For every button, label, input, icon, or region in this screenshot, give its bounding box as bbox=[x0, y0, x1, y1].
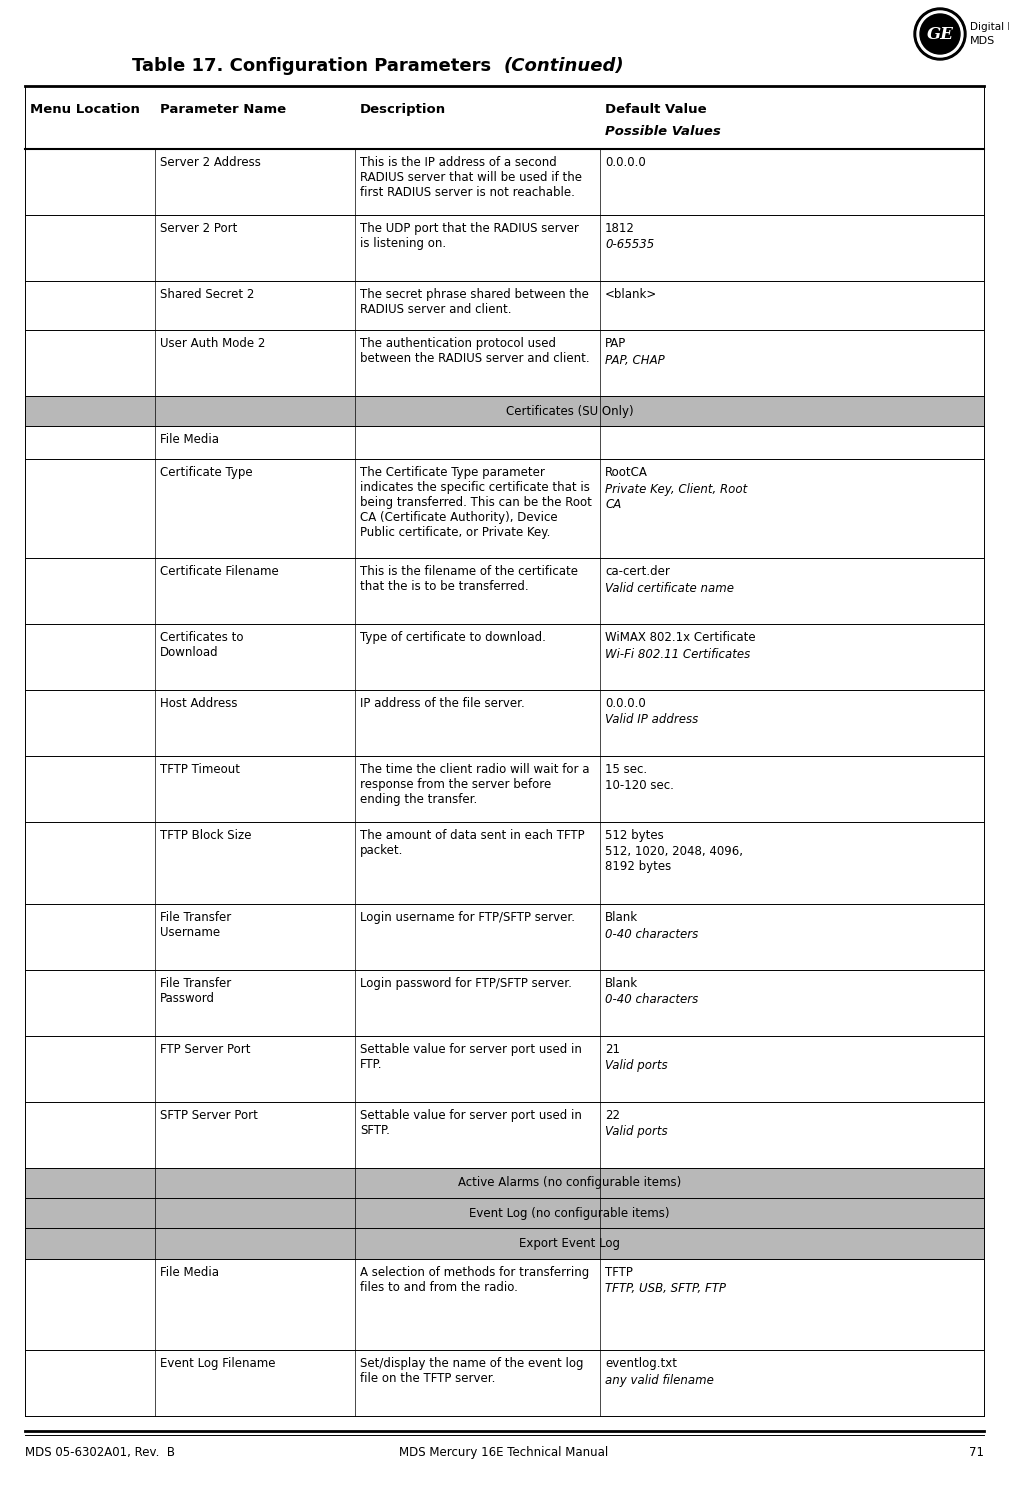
Text: ca-cert.der: ca-cert.der bbox=[605, 565, 670, 579]
Circle shape bbox=[917, 10, 963, 57]
Text: Default Value: Default Value bbox=[605, 103, 706, 117]
Text: The secret phrase shared between the
RADIUS server and client.: The secret phrase shared between the RAD… bbox=[360, 287, 589, 316]
Text: TFTP: TFTP bbox=[605, 1266, 633, 1279]
Text: 71: 71 bbox=[969, 1447, 984, 1459]
Text: 0.0.0.0: 0.0.0.0 bbox=[605, 697, 646, 711]
Text: Valid IP address: Valid IP address bbox=[605, 714, 698, 727]
Text: Shared Secret 2: Shared Secret 2 bbox=[160, 287, 254, 301]
Text: MDS: MDS bbox=[970, 36, 995, 46]
Text: IP address of the file server.: IP address of the file server. bbox=[360, 697, 525, 711]
Circle shape bbox=[920, 13, 960, 54]
Text: This is the IP address of a second
RADIUS server that will be used if the
first : This is the IP address of a second RADIU… bbox=[360, 156, 582, 199]
Text: Valid certificate name: Valid certificate name bbox=[605, 582, 734, 595]
Text: 0.0.0.0: 0.0.0.0 bbox=[605, 156, 646, 169]
Text: File Transfer
Username: File Transfer Username bbox=[160, 911, 231, 939]
Text: Server 2 Address: Server 2 Address bbox=[160, 156, 261, 169]
Text: The time the client radio will wait for a
response from the server before
ending: The time the client radio will wait for … bbox=[360, 763, 589, 806]
Text: GE: GE bbox=[926, 25, 954, 42]
Text: SFTP Server Port: SFTP Server Port bbox=[160, 1109, 258, 1122]
Text: Description: Description bbox=[360, 103, 446, 117]
Text: File Transfer
Password: File Transfer Password bbox=[160, 977, 231, 1005]
Text: Valid ports: Valid ports bbox=[605, 1125, 668, 1138]
Text: <blank>: <blank> bbox=[605, 287, 657, 301]
Text: Event Log Filename: Event Log Filename bbox=[160, 1357, 275, 1370]
Text: Private Key, Client, Root
CA: Private Key, Client, Root CA bbox=[605, 483, 748, 512]
Text: MDS Mercury 16E Technical Manual: MDS Mercury 16E Technical Manual bbox=[400, 1447, 608, 1459]
Text: The authentication protocol used
between the RADIUS server and client.: The authentication protocol used between… bbox=[360, 337, 589, 365]
Text: Settable value for server port used in
FTP.: Settable value for server port used in F… bbox=[360, 1043, 582, 1071]
Text: Blank: Blank bbox=[605, 977, 638, 990]
Text: TFTP, USB, SFTP, FTP: TFTP, USB, SFTP, FTP bbox=[605, 1282, 726, 1296]
Text: Table 17. Configuration Parameters: Table 17. Configuration Parameters bbox=[132, 57, 504, 75]
Bar bbox=[25, 1198, 984, 1228]
Text: Active Alarms (no configurable items): Active Alarms (no configurable items) bbox=[458, 1176, 681, 1189]
Text: FTP Server Port: FTP Server Port bbox=[160, 1043, 250, 1056]
Text: Certificates to
Download: Certificates to Download bbox=[160, 631, 243, 660]
Text: 1812: 1812 bbox=[605, 221, 635, 235]
Text: MDS 05-6302A01, Rev.  B: MDS 05-6302A01, Rev. B bbox=[25, 1447, 175, 1459]
Text: Export Event Log: Export Event Log bbox=[519, 1237, 620, 1251]
Text: 0-40 characters: 0-40 characters bbox=[605, 928, 698, 941]
Text: File Media: File Media bbox=[160, 434, 219, 446]
Text: 512, 1020, 2048, 4096,
8192 bytes: 512, 1020, 2048, 4096, 8192 bytes bbox=[605, 845, 743, 874]
Text: 0-40 characters: 0-40 characters bbox=[605, 993, 698, 1007]
Text: Parameter Name: Parameter Name bbox=[160, 103, 287, 117]
Text: Digital Energy: Digital Energy bbox=[970, 22, 1009, 31]
Text: The Certificate Type parameter
indicates the specific certificate that is
being : The Certificate Type parameter indicates… bbox=[360, 467, 592, 540]
Text: Event Log (no configurable items): Event Log (no configurable items) bbox=[469, 1207, 670, 1219]
Text: TFTP Timeout: TFTP Timeout bbox=[160, 763, 240, 776]
Text: Possible Values: Possible Values bbox=[605, 126, 720, 138]
Text: Blank: Blank bbox=[605, 911, 638, 925]
Text: Host Address: Host Address bbox=[160, 697, 237, 711]
Text: PAP, CHAP: PAP, CHAP bbox=[605, 353, 665, 367]
Text: A selection of methods for transferring
files to and from the radio.: A selection of methods for transferring … bbox=[360, 1266, 589, 1294]
Circle shape bbox=[914, 7, 966, 60]
Text: Certificates (SU Only): Certificates (SU Only) bbox=[506, 405, 634, 417]
Text: Certificate Type: Certificate Type bbox=[160, 467, 252, 479]
Text: 0-65535: 0-65535 bbox=[605, 238, 654, 251]
Text: The UDP port that the RADIUS server
is listening on.: The UDP port that the RADIUS server is l… bbox=[360, 221, 579, 250]
Text: This is the filename of the certificate
that the is to be transferred.: This is the filename of the certificate … bbox=[360, 565, 578, 594]
Text: Settable value for server port used in
SFTP.: Settable value for server port used in S… bbox=[360, 1109, 582, 1137]
Text: eventlog.txt: eventlog.txt bbox=[605, 1357, 677, 1370]
Text: Login username for FTP/SFTP server.: Login username for FTP/SFTP server. bbox=[360, 911, 575, 925]
Text: TFTP Block Size: TFTP Block Size bbox=[160, 829, 251, 842]
Bar bbox=[25, 1168, 984, 1198]
Text: 15 sec.: 15 sec. bbox=[605, 763, 647, 776]
Text: Type of certificate to download.: Type of certificate to download. bbox=[360, 631, 546, 645]
Text: any valid filename: any valid filename bbox=[605, 1373, 714, 1387]
Text: 512 bytes: 512 bytes bbox=[605, 829, 664, 842]
Text: PAP: PAP bbox=[605, 337, 627, 350]
Text: The amount of data sent in each TFTP
packet.: The amount of data sent in each TFTP pac… bbox=[360, 829, 584, 857]
Text: Login password for FTP/SFTP server.: Login password for FTP/SFTP server. bbox=[360, 977, 572, 990]
Text: WiMAX 802.1x Certificate: WiMAX 802.1x Certificate bbox=[605, 631, 756, 645]
Text: Menu Location: Menu Location bbox=[30, 103, 140, 117]
Text: RootCA: RootCA bbox=[605, 467, 648, 479]
Text: File Media: File Media bbox=[160, 1266, 219, 1279]
Text: 22: 22 bbox=[605, 1109, 620, 1122]
Bar bbox=[25, 1228, 984, 1260]
Text: 21: 21 bbox=[605, 1043, 620, 1056]
Text: (Continued): (Continued) bbox=[504, 57, 625, 75]
Text: Wi-Fi 802.11 Certificates: Wi-Fi 802.11 Certificates bbox=[605, 648, 751, 661]
Text: Certificate Filename: Certificate Filename bbox=[160, 565, 278, 579]
Text: User Auth Mode 2: User Auth Mode 2 bbox=[160, 337, 265, 350]
Text: Set/display the name of the event log
file on the TFTP server.: Set/display the name of the event log fi… bbox=[360, 1357, 583, 1385]
Text: Valid ports: Valid ports bbox=[605, 1059, 668, 1073]
Text: Server 2 Port: Server 2 Port bbox=[160, 221, 237, 235]
Text: 10-120 sec.: 10-120 sec. bbox=[605, 779, 674, 793]
Bar bbox=[25, 396, 984, 426]
